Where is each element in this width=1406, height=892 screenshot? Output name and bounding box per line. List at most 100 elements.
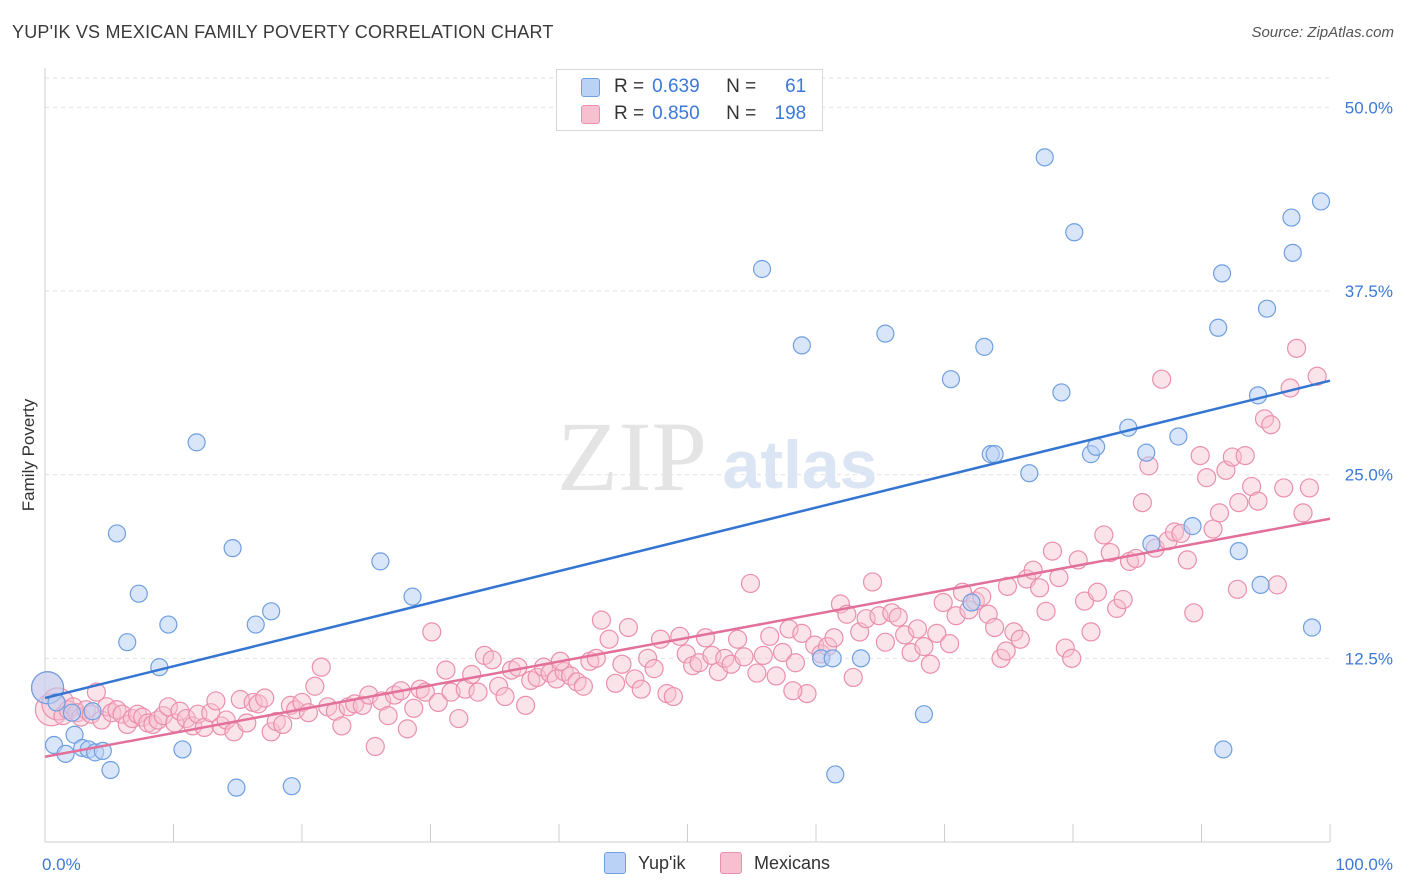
yupik-point (371, 552, 390, 571)
yupik-points (30, 148, 1331, 797)
yupik-point (129, 584, 148, 603)
mexicans-point (404, 698, 424, 718)
correlation-legend: R = 0.639 N = 61 R = 0.850 N = 198 (556, 69, 823, 131)
mexicans-point (753, 645, 773, 666)
mexicans-point (1042, 541, 1063, 561)
mexicans-point (605, 673, 626, 693)
mexicans-point (760, 626, 780, 646)
mexicans-point (1274, 478, 1294, 498)
bottom-legend-mexicans: Mexicans (720, 852, 830, 874)
yupik-point (1119, 418, 1138, 437)
mexicans-point (1197, 468, 1217, 488)
mexicans-point (1100, 542, 1120, 563)
mexicans-point (397, 719, 417, 739)
mexicans-point (1227, 579, 1248, 599)
mexicans-point (332, 716, 352, 736)
mexicans-point (920, 654, 940, 674)
legend-n-value: 61 (785, 76, 807, 97)
yupik-point (962, 593, 981, 612)
mexicans-point (862, 572, 883, 592)
mexicans-point (772, 642, 793, 663)
legend-row-yupik: R = 0.639 N = 61 (557, 74, 806, 100)
mexicans-point (797, 684, 817, 704)
mexicans-point (1036, 601, 1056, 621)
mexicans-point (1087, 582, 1108, 602)
mexicans-point (176, 708, 196, 729)
mexicans-point (292, 692, 312, 713)
yupik-point (83, 702, 102, 721)
yupik-point (1137, 443, 1156, 462)
mexicans-point (1094, 525, 1114, 545)
mexicans-point (449, 708, 469, 729)
mexicans-point (1209, 503, 1230, 523)
mexicans-point (1248, 491, 1268, 511)
mexicans-point (985, 617, 1005, 638)
legend-swatch-mexicans (581, 104, 600, 124)
yupik-point (1035, 148, 1054, 167)
mexicans-point (1184, 603, 1204, 623)
yupik-point (851, 649, 871, 668)
x-tick-label: 0.0% (42, 855, 81, 874)
mexicans-point (1235, 445, 1255, 466)
yupik-point (159, 615, 178, 634)
mexicans-point (618, 617, 638, 638)
mexicans-point (206, 691, 226, 711)
mexicans-point (527, 667, 547, 688)
yupik-point (1169, 427, 1188, 446)
yupik-point (403, 587, 422, 606)
mexicans-point (792, 623, 812, 643)
yupik-point (1251, 575, 1270, 594)
mexicans-point (117, 714, 137, 735)
mexicans-point (305, 676, 325, 696)
mexicans-point (888, 607, 908, 627)
yupik-point (1282, 208, 1301, 227)
yupik-point (1257, 299, 1277, 318)
legend-n-label: N = (726, 76, 757, 97)
mexicans-point (1132, 493, 1152, 513)
mexicans-point (515, 695, 536, 715)
mexicans-point (734, 647, 754, 667)
mexicans-point (940, 634, 960, 654)
mexicans-point (638, 648, 658, 668)
mexicans-point (927, 623, 947, 643)
mexicans-point (489, 676, 509, 696)
mexicans-point (728, 629, 748, 649)
yupik-point (223, 539, 242, 558)
mexicans-point (1023, 560, 1043, 580)
legend-row-mexicans: R = 0.850 N = 198 (557, 101, 806, 127)
yupik-point (826, 765, 845, 784)
mexicans-point (591, 610, 612, 630)
yupik-point (1229, 541, 1248, 561)
mexicans-point (573, 676, 594, 696)
mexicans-point (201, 703, 221, 723)
mexicans-point (1113, 589, 1133, 610)
yupik-point (62, 703, 82, 722)
mexicans-point (695, 628, 716, 648)
yupik-point (1183, 517, 1202, 536)
yupik-point (1283, 243, 1302, 262)
yupik-point (173, 740, 192, 759)
legend-n-value: 198 (774, 103, 807, 124)
mexicans-point (468, 682, 488, 702)
mexicans-point (824, 628, 844, 648)
mexicans-point (422, 622, 442, 642)
mexicans-point (914, 636, 934, 657)
yupik-point (282, 777, 301, 796)
watermark-atlas: atlas (723, 427, 878, 503)
yupik-point (1248, 386, 1268, 405)
yupik-point (1214, 740, 1233, 759)
yupik-point (262, 602, 281, 621)
mexicans-point (612, 654, 632, 674)
mexicans-point (766, 666, 786, 686)
mexicans-point (1029, 578, 1050, 598)
mexicans-point (625, 669, 645, 689)
mexicans-point (1229, 493, 1249, 513)
yupik-point (792, 336, 811, 355)
trend-lines (44, 379, 1331, 759)
mexicans-point (670, 626, 690, 646)
yupik-point (914, 705, 934, 724)
mexicans-point (996, 641, 1016, 661)
yupik-point (187, 433, 206, 452)
bottom-legend-yupik: Yup'ik (604, 852, 685, 874)
mexicans-trend-line (44, 517, 1331, 759)
